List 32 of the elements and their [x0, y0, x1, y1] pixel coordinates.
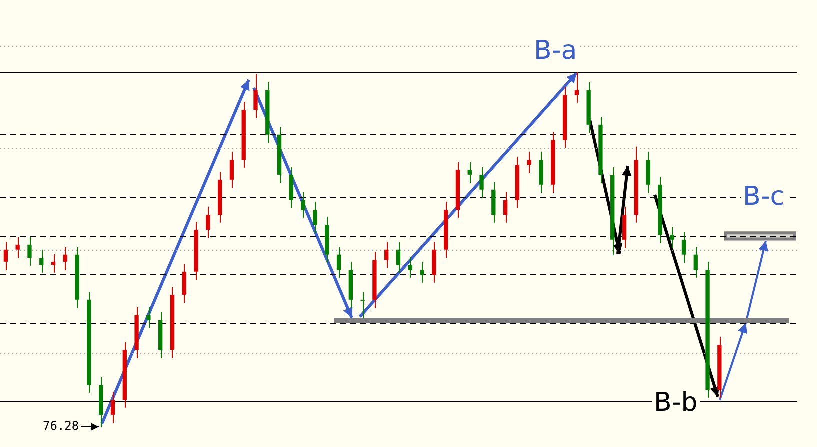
candlestick [384, 242, 389, 268]
candlestick [480, 166, 484, 199]
candlestick [408, 256, 412, 278]
candlestick [313, 201, 318, 234]
candlestick [503, 191, 508, 224]
candlestick [336, 246, 342, 278]
candlestick [40, 249, 44, 274]
annotation: B-b [652, 388, 700, 418]
candlestick [420, 261, 424, 284]
candlestick [254, 74, 258, 119]
candlestick [360, 292, 365, 319]
candlestick [28, 236, 32, 266]
candlestick [110, 391, 116, 424]
candlestick [301, 191, 306, 218]
text: B-a [532, 36, 580, 66]
candlestick [682, 232, 686, 264]
candlestick [574, 72, 580, 104]
annotation: B-c [741, 182, 787, 212]
candlestick [396, 242, 401, 274]
candlestick [694, 246, 698, 278]
candlestick [51, 254, 56, 274]
candlestick [4, 242, 8, 271]
candlestick [468, 162, 472, 184]
candlestick [206, 206, 210, 239]
candlestick [146, 306, 151, 328]
candlestick [230, 151, 234, 189]
candlestick [670, 226, 674, 249]
candlestick [527, 151, 532, 174]
candlestick [182, 264, 186, 304]
candlestick [16, 236, 20, 259]
annotation: 76.28 [43, 419, 80, 433]
candlestick [63, 246, 68, 271]
